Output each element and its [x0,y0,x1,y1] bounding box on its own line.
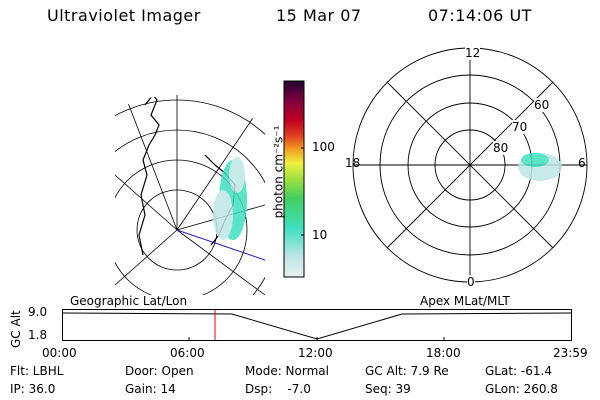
mlt-label-6: 6 [578,156,586,170]
mlt-label-18: 18 [345,156,361,170]
time-tick-0000: 00:00 [42,346,77,360]
lat-label-70: 70 [512,120,528,134]
mlt-label-0: 0 [467,275,475,289]
timeline-left-title: Geographic Lat/Lon [70,294,188,308]
colorbar [283,80,305,278]
lat-label-80: 80 [493,141,509,155]
status-ip: IP: 36.0 [10,382,56,396]
time-tick-1200: 12:00 [298,346,333,360]
polar-mlt-plot [352,47,588,283]
aurora-emission-polar [518,153,562,181]
colorbar-label: photon cm⁻²s⁻¹ [271,125,286,219]
status-glat: GLat: -61.4 [485,364,552,378]
altitude-curve [62,312,572,340]
status-mode: Mode: Normal [245,364,329,378]
status-dsp: Dsp: -7.0 [245,382,311,396]
altitude-timeline [62,309,572,341]
time-label: 07:14:06 UT [428,6,532,25]
time-tick-1800: 18:00 [426,346,461,360]
satellite-track [176,229,265,261]
geographic-map [115,95,265,295]
colorbar-tick-10: 10 [312,228,328,242]
date-label: 15 Mar 07 [276,6,362,25]
colorbar-tick-100: 100 [312,140,335,154]
status-seq: Seq: 39 [365,382,411,396]
mlt-label-12: 12 [465,46,481,60]
time-tick-2359: 23:59 [553,346,588,360]
instrument-title: Ultraviolet Imager [47,6,201,25]
timeline-ytick-bottom: 1.8 [28,328,48,342]
timeline-ytick-top: 9.0 [28,305,48,319]
status-filter: Flt: LBHL [10,364,64,378]
status-door: Door: Open [125,364,194,378]
status-glon: GLon: 260.8 [485,382,558,396]
timeline-right-title: Apex MLat/MLT [420,294,510,308]
coastline [138,95,160,256]
status-gc-alt: GC Alt: 7.9 Re [365,364,449,378]
lat-label-60: 60 [534,98,550,112]
time-tick-0600: 06:00 [170,346,205,360]
timeline-ylabel: GC Alt [9,310,23,348]
aurora-emission-geo [213,157,247,240]
status-gain: Gain: 14 [125,382,176,396]
